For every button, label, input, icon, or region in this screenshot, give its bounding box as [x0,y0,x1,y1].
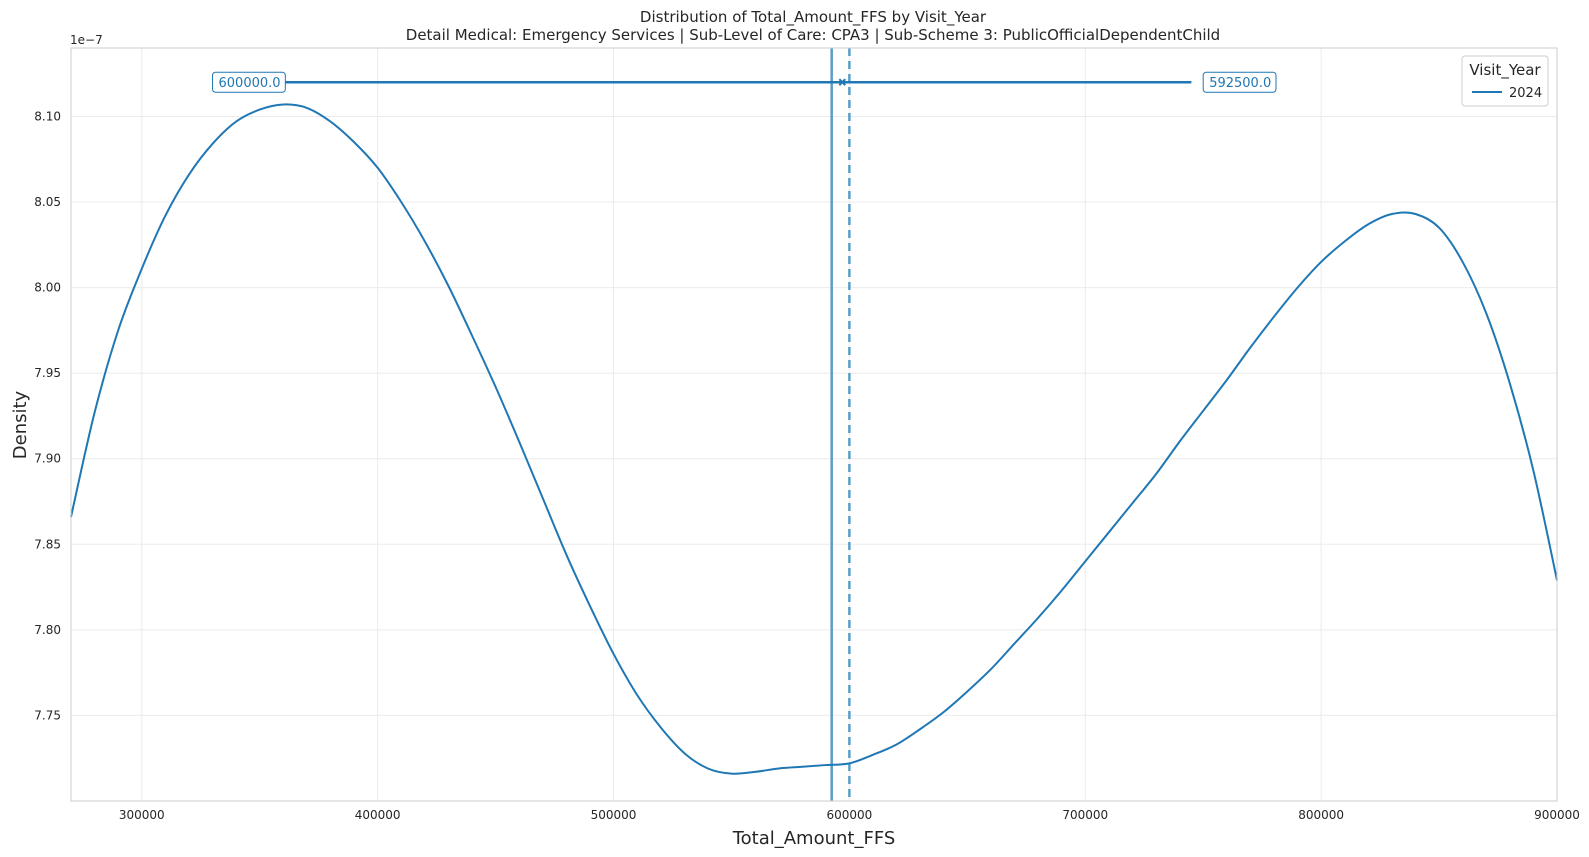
y-tick-label: 7.85 [34,537,61,551]
chart-title: Distribution of Total_Amount_FFS by Visi… [640,8,987,27]
reference-lines [830,48,851,801]
x-tick-label: 700000 [1062,808,1108,822]
y-tick-label: 7.75 [34,708,61,722]
chart-subtitle: Detail Medical: Emergency Services | Sub… [406,26,1220,44]
plot-frame [70,47,1558,802]
grid-lines [71,48,1558,801]
annotation-text: 600000.0 [219,76,281,91]
range-bar-marker [838,78,847,86]
x-tick-label: 800000 [1298,808,1344,822]
y-tick-label: 8.05 [34,195,61,209]
x-axis-label: Total_Amount_FFS [732,828,896,849]
y-tick-label: 8.00 [34,281,61,295]
y-tick-label: 7.80 [34,623,61,637]
annotation-text: 592500.0 [1209,76,1271,91]
annotation-box [1202,71,1277,93]
annotation-box [212,71,286,93]
series-layer [70,103,1558,775]
y-axis-label: Density [10,390,31,459]
plot-area: 300000 400000 500000 600000 700000 800000 9000… [34,47,1580,822]
x-tick-label: 500000 [591,808,637,822]
y-scale-multiplier-label: 1e−7 [70,33,103,47]
x-tick-label: 300000 [119,808,165,822]
legend-entry-2024: 2024 [1509,86,1542,101]
plot-background [71,48,1557,801]
x-tick-label: 600000 [826,808,872,822]
x-tick-label: 400000 [355,808,401,822]
x-tick-label: 900000 [1534,808,1580,822]
annotation-label: 600000.0 [212,71,286,93]
y-tick-label: 8.10 [34,109,61,123]
x-axis-ticks: 300000 400000 500000 600000 700000 800000 9000… [119,808,1580,822]
legend-box [1461,55,1549,107]
series-line-2024 [70,103,1558,775]
annotation-layer: 600000.0 592500.0 [212,71,1277,93]
legend-title: Visit_Year [1469,61,1541,80]
annotation-label: 592500.0 [1202,71,1277,93]
y-axis-ticks: 7.75 7.80 7.85 7.90 7.95 8.00 8.05 8.10 [34,109,61,722]
y-tick-label: 7.90 [34,452,61,466]
legend: Visit_Year 2024 [1461,55,1549,107]
range-bar-layer [283,78,1192,86]
y-tick-label: 7.95 [34,366,61,380]
